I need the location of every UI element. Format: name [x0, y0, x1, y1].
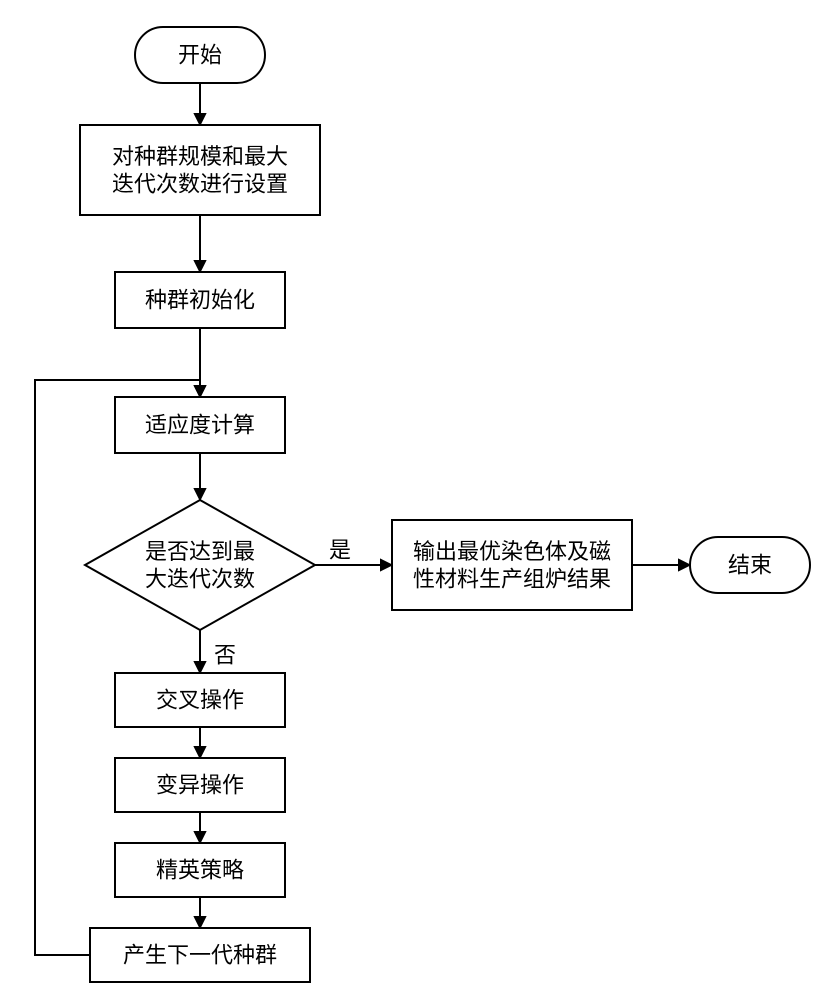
- node-output: [392, 520, 632, 610]
- node-label: 适应度计算: [145, 413, 255, 438]
- node-label: 大迭代次数: [145, 566, 255, 591]
- node-label: 结束: [728, 553, 772, 578]
- node-label: 交叉操作: [156, 688, 244, 713]
- node-label: 精英策略: [156, 858, 244, 883]
- edge-label: 否: [214, 643, 236, 668]
- node-setup: [80, 125, 320, 215]
- edge-label: 是: [329, 538, 351, 563]
- node-label: 变异操作: [156, 773, 244, 798]
- node-label: 是否达到最: [145, 539, 255, 564]
- node-label: 迭代次数进行设置: [112, 171, 288, 196]
- node-label: 种群初始化: [145, 288, 255, 313]
- node-label: 对种群规模和最大: [112, 144, 288, 169]
- node-label: 输出最优染色体及磁: [413, 539, 611, 564]
- node-label: 性材料生产组炉结果: [413, 566, 611, 591]
- node-label: 开始: [178, 43, 222, 68]
- node-label: 产生下一代种群: [123, 943, 277, 968]
- node-cond: [85, 500, 315, 630]
- flowchart-canvas: 是否 开始对种群规模和最大迭代次数进行设置种群初始化适应度计算是否达到最大迭代次数…: [0, 0, 828, 1000]
